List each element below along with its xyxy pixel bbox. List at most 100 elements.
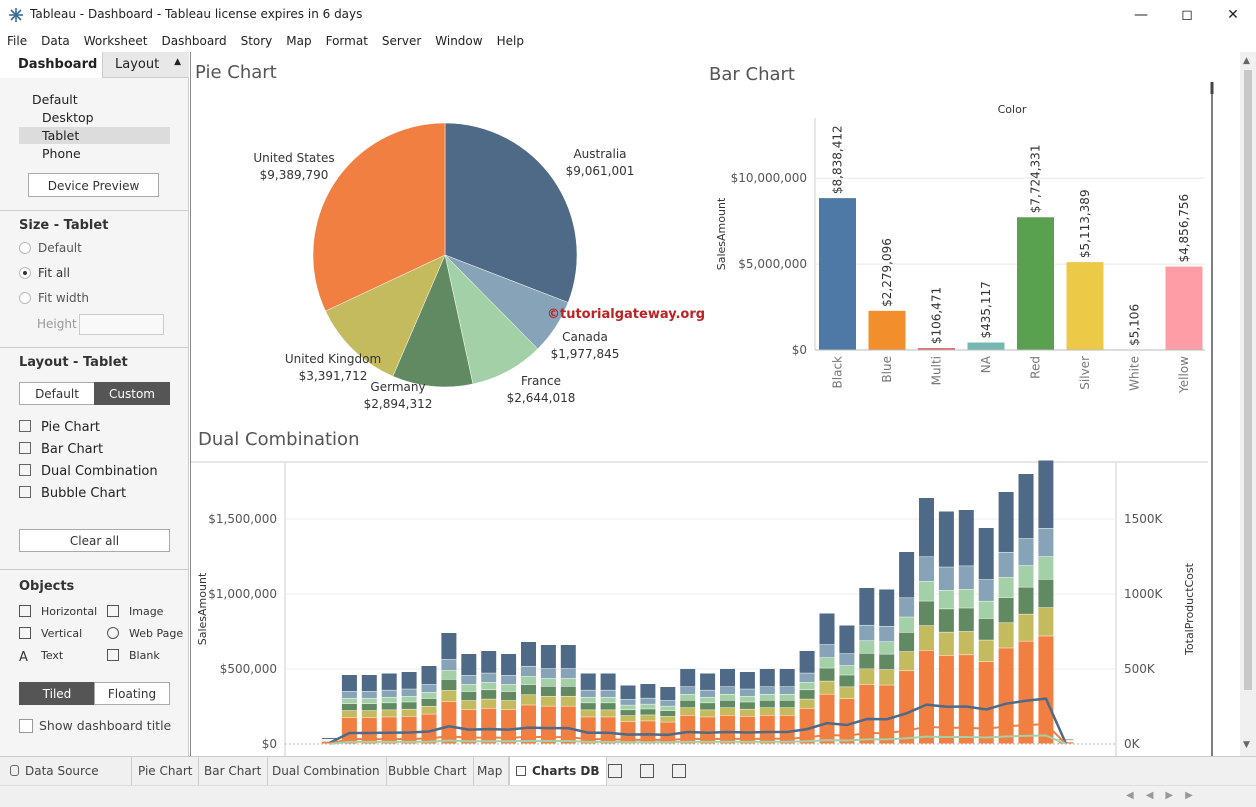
device-preview-button[interactable]: Device Preview <box>28 173 159 197</box>
dual-bar-segment[interactable] <box>401 709 417 717</box>
layout-default-button[interactable]: Default <box>19 382 95 405</box>
dual-bar-segment[interactable] <box>560 668 576 679</box>
dual-bar-segment[interactable] <box>700 717 716 744</box>
dual-bar-segment[interactable] <box>938 511 954 567</box>
dual-bar-segment[interactable] <box>521 666 536 677</box>
dual-bar-segment[interactable] <box>759 694 775 701</box>
dual-bar-segment[interactable] <box>501 654 517 676</box>
floating-button[interactable]: Floating <box>94 682 170 705</box>
dual-bar-segment[interactable] <box>560 706 576 744</box>
dual-bar-segment[interactable] <box>978 661 994 744</box>
menu-story[interactable]: Story <box>240 34 273 48</box>
sheet-bubble-chart[interactable]: Bubble Chart <box>19 486 126 501</box>
dual-bar-segment[interactable] <box>1018 474 1034 539</box>
dual-bar-segment[interactable] <box>600 710 616 717</box>
tab-layout[interactable]: Layout ▲ <box>102 52 189 78</box>
dual-bar-segment[interactable] <box>859 625 875 641</box>
dual-bar-segment[interactable] <box>421 714 437 744</box>
dual-bar-segment[interactable] <box>759 687 775 694</box>
dual-bar-segment[interactable] <box>879 685 895 744</box>
dual-bar-segment[interactable] <box>341 675 357 692</box>
tab-charts-db[interactable]: Charts DB <box>509 757 607 786</box>
dual-bar-segment[interactable] <box>481 682 497 690</box>
dual-bar-segment[interactable] <box>540 696 556 706</box>
dual-bar-segment[interactable] <box>938 567 954 591</box>
dual-bar-segment[interactable] <box>580 690 596 697</box>
dual-bar-segment[interactable] <box>620 699 636 705</box>
dual-bar-segment[interactable] <box>779 700 795 708</box>
device-tablet[interactable]: Tablet <box>42 128 80 143</box>
dual-bar-segment[interactable] <box>401 672 417 689</box>
dual-bar-segment[interactable] <box>341 710 357 718</box>
dual-bar-segment[interactable] <box>381 717 397 744</box>
new-worksheet-icon[interactable] <box>608 764 622 778</box>
dual-bar-segment[interactable] <box>361 698 377 704</box>
dual-bar-segment[interactable] <box>839 675 855 687</box>
dual-bar-segment[interactable] <box>720 694 735 701</box>
object-vertical[interactable]: Vertical <box>19 627 82 640</box>
dual-bar-segment[interactable] <box>819 657 835 668</box>
dual-bar-segment[interactable] <box>501 709 517 744</box>
dual-bar-segment[interactable] <box>600 703 616 710</box>
dual-bar-segment[interactable] <box>600 697 616 703</box>
dual-bar-segment[interactable] <box>720 687 735 694</box>
dual-bar-segment[interactable] <box>978 618 994 640</box>
dual-bar-segment[interactable] <box>381 710 397 717</box>
clear-all-button[interactable]: Clear all <box>19 529 170 552</box>
dual-bar-segment[interactable] <box>421 706 437 714</box>
dual-bar-segment[interactable] <box>998 623 1014 648</box>
dual-bar-segment[interactable] <box>839 625 855 654</box>
dual-bar-segment[interactable] <box>739 696 755 702</box>
dual-bar-segment[interactable] <box>521 676 536 685</box>
pie-slice[interactable] <box>325 254 446 377</box>
bar[interactable] <box>967 342 1005 350</box>
dual-bar-segment[interactable] <box>540 645 556 669</box>
dual-bar-segment[interactable] <box>640 709 656 715</box>
tab-data-source[interactable]: Data Source <box>0 757 132 786</box>
dual-bar-segment[interactable] <box>819 613 835 645</box>
dual-bar-segment[interactable] <box>799 699 815 709</box>
size-fitall-radio[interactable] <box>19 267 31 279</box>
dual-bar-segment[interactable] <box>660 716 676 722</box>
dual-bar-segment[interactable] <box>560 678 576 687</box>
dual-bar-segment[interactable] <box>521 684 536 695</box>
pie-slice[interactable] <box>312 122 446 312</box>
close-button[interactable]: ✕ <box>1227 7 1239 23</box>
pie-slice[interactable] <box>444 122 578 303</box>
tab-bubble-chart[interactable]: Bubble Chart <box>382 757 474 786</box>
height-stepper[interactable] <box>79 314 164 335</box>
tiled-button[interactable]: Tiled <box>19 682 95 705</box>
dual-bar-segment[interactable] <box>1018 641 1034 744</box>
dual-bar-segment[interactable] <box>799 651 815 673</box>
dual-bar-segment[interactable] <box>759 700 775 708</box>
device-phone[interactable]: Phone <box>42 146 81 161</box>
dual-bar-segment[interactable] <box>759 669 775 687</box>
dual-bar-segment[interactable] <box>899 552 915 598</box>
dual-bar-segment[interactable] <box>540 678 556 687</box>
dual-bar-segment[interactable] <box>919 557 934 582</box>
dual-bar-segment[interactable] <box>998 648 1014 744</box>
dual-bar-segment[interactable] <box>938 655 954 744</box>
dual-bar-segment[interactable] <box>441 679 457 691</box>
dual-bar-segment[interactable] <box>441 701 457 744</box>
dual-bar-segment[interactable] <box>938 632 954 656</box>
maximize-button[interactable]: ◻ <box>1181 7 1193 23</box>
dual-bar-segment[interactable] <box>919 601 934 626</box>
dual-bar-segment[interactable] <box>560 686 576 696</box>
dual-bar-segment[interactable] <box>799 690 815 699</box>
dual-bar-segment[interactable] <box>859 641 875 654</box>
bar[interactable] <box>1066 262 1104 350</box>
dual-bar-segment[interactable] <box>1018 565 1034 587</box>
dual-bar-segment[interactable] <box>739 716 755 744</box>
scroll-up-icon[interactable]: ▲ <box>1243 56 1250 66</box>
dual-bar-segment[interactable] <box>1038 556 1054 580</box>
dual-bar-segment[interactable] <box>958 608 974 632</box>
dual-bar-segment[interactable] <box>919 625 934 651</box>
new-story-icon[interactable] <box>672 764 686 778</box>
device-default[interactable]: Default <box>32 92 78 107</box>
tab-pie-chart[interactable]: Pie Chart <box>132 757 200 786</box>
dual-bar-segment[interactable] <box>998 552 1014 578</box>
dual-bar-segment[interactable] <box>322 738 337 739</box>
dual-bar-segment[interactable] <box>779 708 795 715</box>
dual-bar-segment[interactable] <box>640 698 656 704</box>
